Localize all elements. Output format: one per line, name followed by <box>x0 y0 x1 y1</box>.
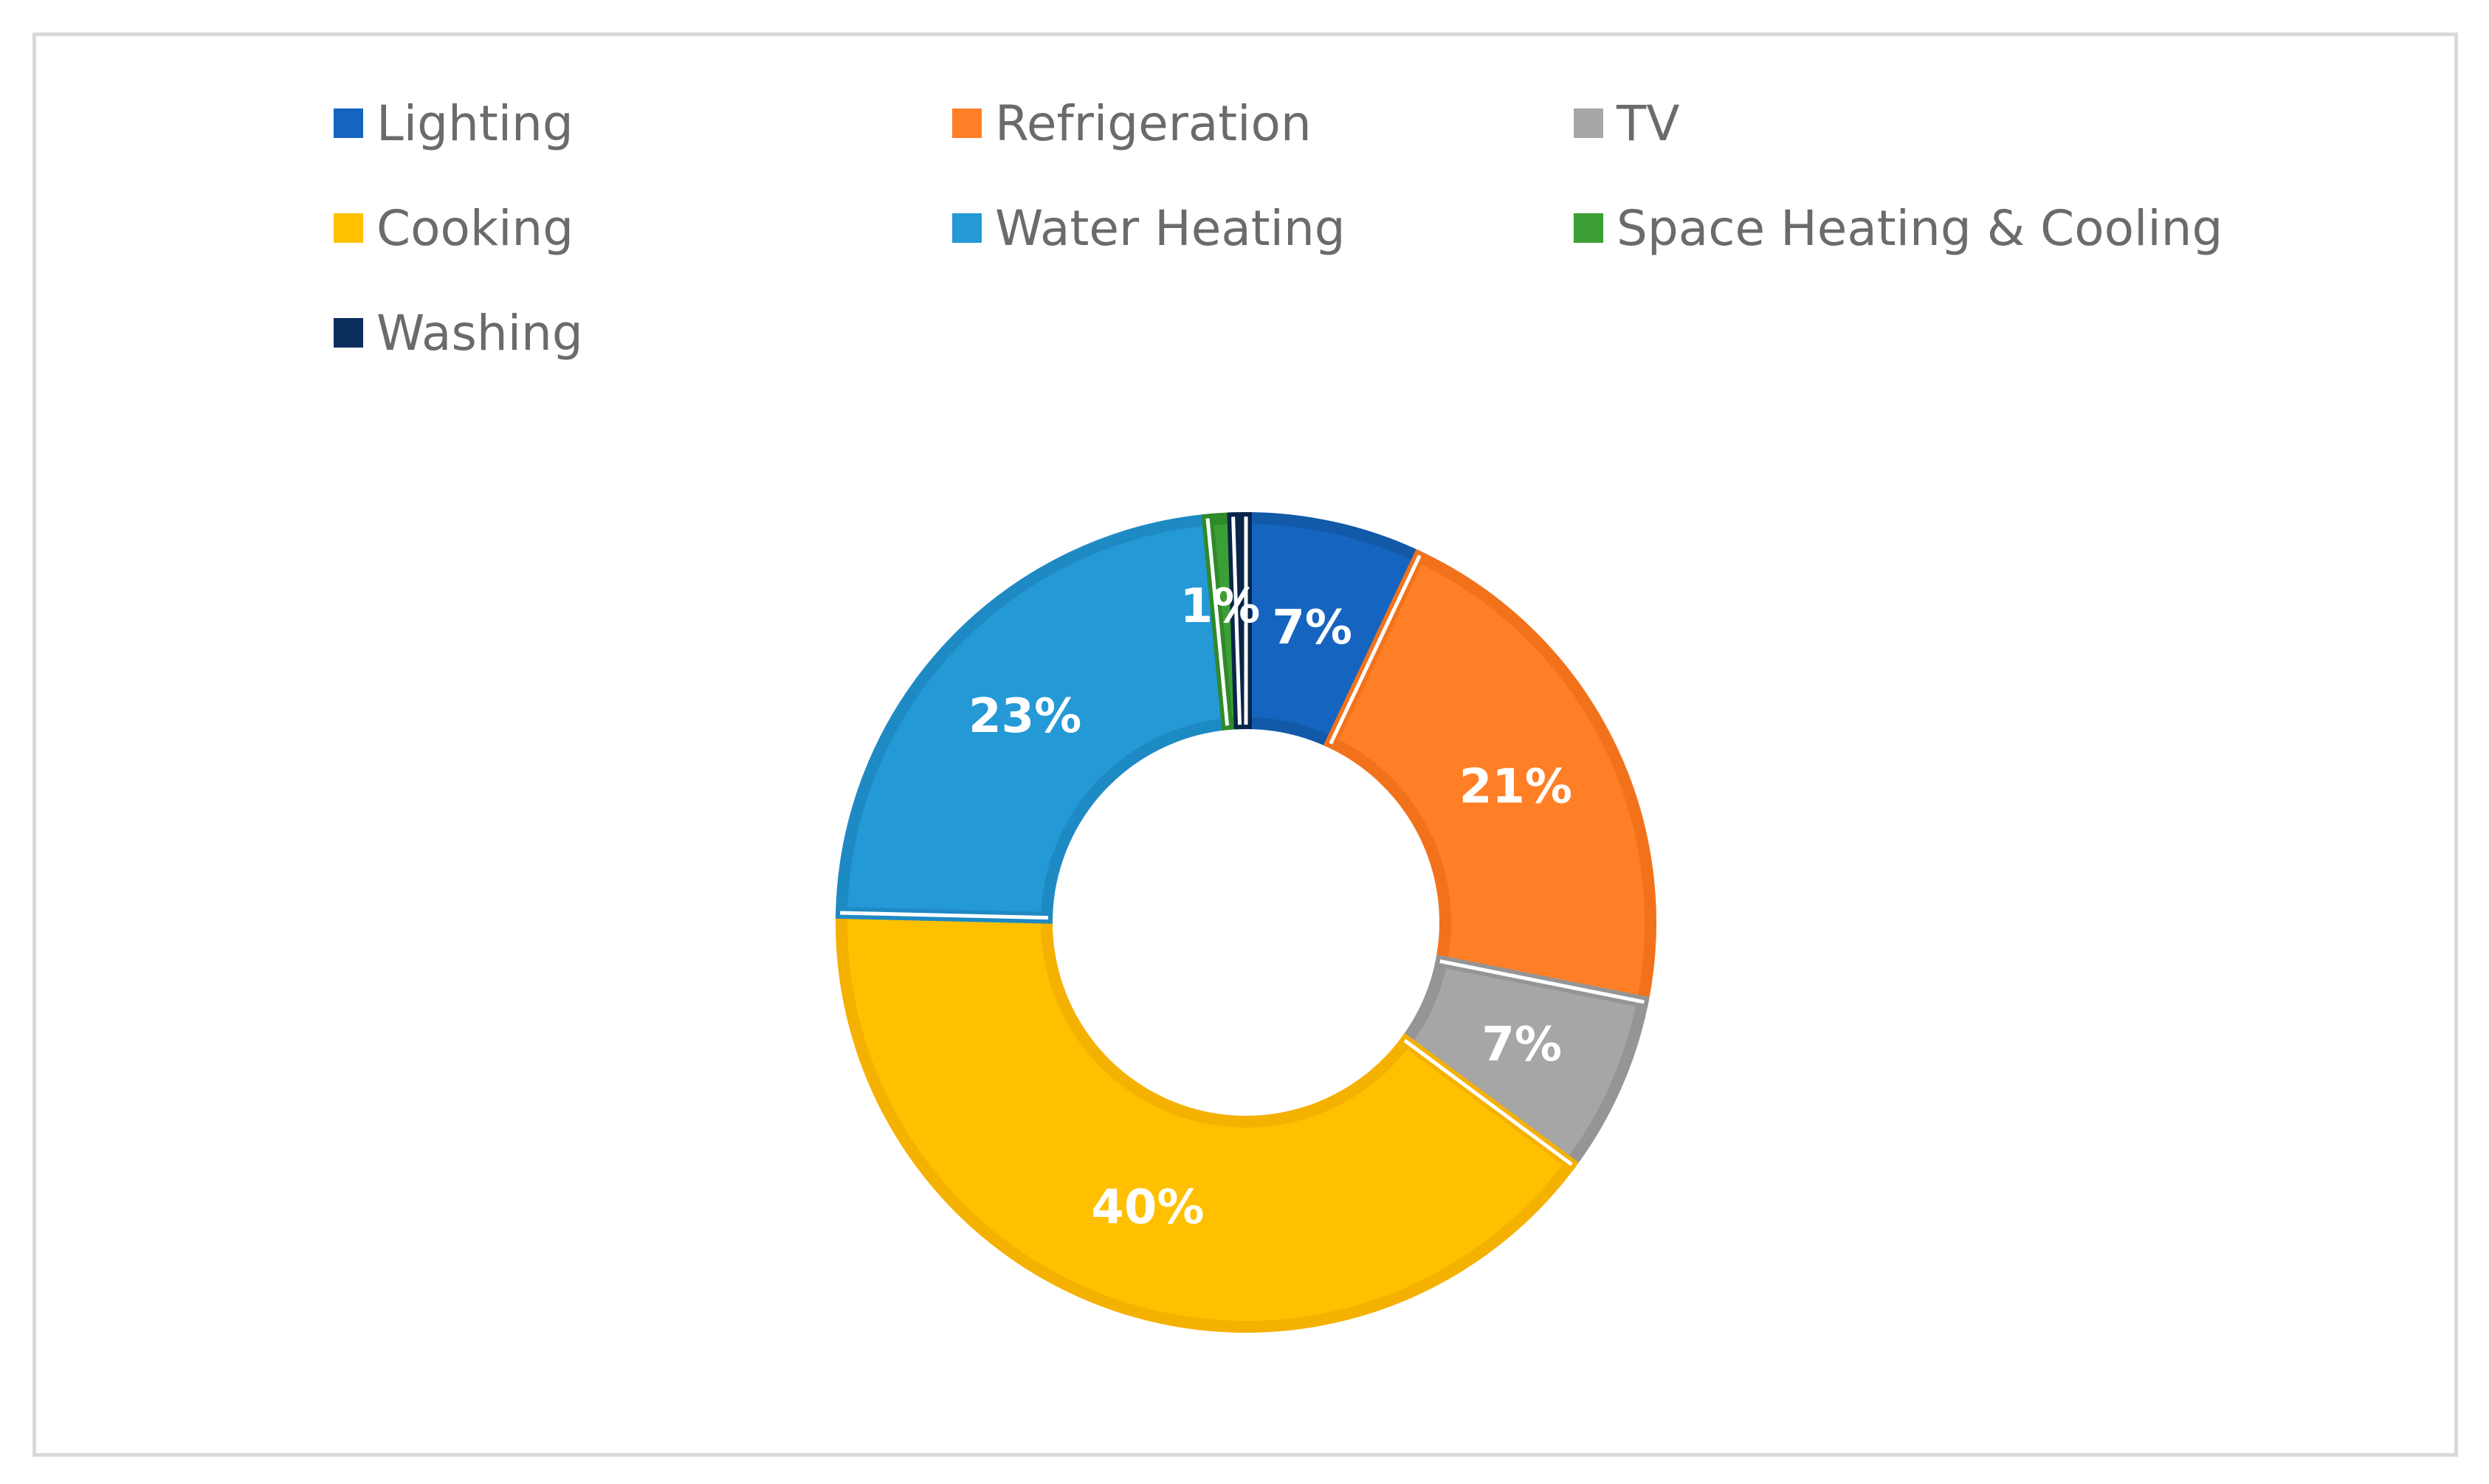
legend-item-3: Cooking <box>334 199 574 258</box>
slice-separator <box>1329 554 1422 745</box>
legend-item-5: Space Heating & Cooling <box>1574 199 2223 258</box>
legend-swatch <box>952 108 982 138</box>
legend-swatch <box>334 108 363 138</box>
legend-label: TV <box>1617 94 1680 152</box>
data-label-space-heating-cooling: 1% <box>1180 579 1261 634</box>
slice-separator <box>840 911 1049 920</box>
legend-swatch <box>334 318 363 348</box>
legend-item-1: Refrigeration <box>952 94 1312 153</box>
legend-label: Washing <box>376 304 583 362</box>
slice-separator <box>1403 1038 1573 1167</box>
slice-water-heating <box>835 513 1234 924</box>
slice-cooking <box>836 906 1579 1333</box>
slice-separator <box>1439 959 1645 1004</box>
legend-label: Lighting <box>376 94 574 152</box>
slice-separator <box>1205 518 1230 726</box>
data-label-tv: 7% <box>1481 1018 1562 1072</box>
legend-item-4: Water Heating <box>952 199 1346 258</box>
data-label-refrigeration: 21% <box>1459 759 1572 814</box>
data-label-cooking: 40% <box>1091 1181 1204 1235</box>
legend-label: Refrigeration <box>995 94 1312 152</box>
legend-label: Water Heating <box>995 199 1346 257</box>
legend-item-0: Lighting <box>334 94 574 153</box>
legend-swatch <box>1574 108 1603 138</box>
legend-swatch <box>334 213 363 243</box>
legend-label: Cooking <box>376 199 574 257</box>
legend-item-2: TV <box>1574 94 1679 153</box>
legend-item-6: Washing <box>334 303 583 362</box>
slice-separator <box>1231 517 1242 725</box>
legend-swatch <box>1574 213 1603 243</box>
legend-label: Space Heating & Cooling <box>1617 199 2223 257</box>
data-label-water-heating: 23% <box>968 689 1081 744</box>
slice-refrigeration <box>1323 549 1656 1009</box>
legend-swatch <box>952 213 982 243</box>
data-label-lighting: 7% <box>1272 601 1352 655</box>
